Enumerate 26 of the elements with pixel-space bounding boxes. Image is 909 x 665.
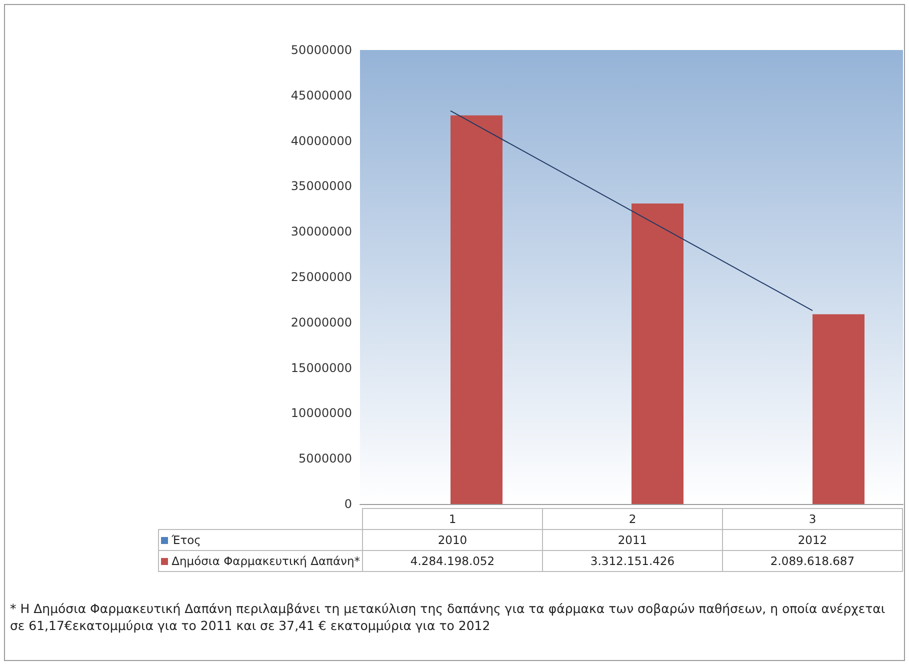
x-tick-label: 2 xyxy=(542,508,722,530)
data-label: 2012 xyxy=(722,530,902,550)
y-tick-label: 20000000 xyxy=(290,315,352,330)
legend-label: Έτος xyxy=(158,530,362,550)
y-tick-label: 40000000 xyxy=(290,134,352,148)
y-tick-label: 5000000 xyxy=(298,452,352,466)
legend-label: Δημόσια Φαρμακευτική Δαπάνη* xyxy=(158,550,362,572)
y-tick-label: 45000000 xyxy=(290,88,352,102)
y-tick-label: 15000000 xyxy=(290,360,352,375)
text: 3.312.151.426 xyxy=(542,550,722,572)
y-tick-label: 0 xyxy=(344,497,352,511)
data-label: 2010 xyxy=(362,530,542,550)
y-tick-label: 35000000 xyxy=(290,179,352,194)
y-tick-label: 30000000 xyxy=(290,224,352,239)
x-tick-label: 3 xyxy=(722,508,902,530)
y-tick-label: 25000000 xyxy=(290,270,352,284)
bar xyxy=(812,314,864,504)
y-tick-label: 10000000 xyxy=(290,406,352,420)
x-tick-label: 1 xyxy=(362,508,542,530)
data-label: 2011 xyxy=(542,530,722,550)
text: 2.089.618.687 xyxy=(722,550,902,572)
bar xyxy=(450,115,502,504)
y-tick-label: 50000000 xyxy=(290,43,352,57)
bar xyxy=(632,203,684,504)
text: 4.284.198.052 xyxy=(362,550,542,572)
text: * Η Δημόσια Φαρμακευτική Δαπάνη περιλαμβάνει τη μετακύλιση της δαπάνης για τα φάρμακα των σοβαρών παθήσεων, η οποία ανέρχεται σε 61,17€εκατομμύρια για το 2011 και σε 37,41 € εκατομμύρια για το 2012 xyxy=(10,600,886,634)
